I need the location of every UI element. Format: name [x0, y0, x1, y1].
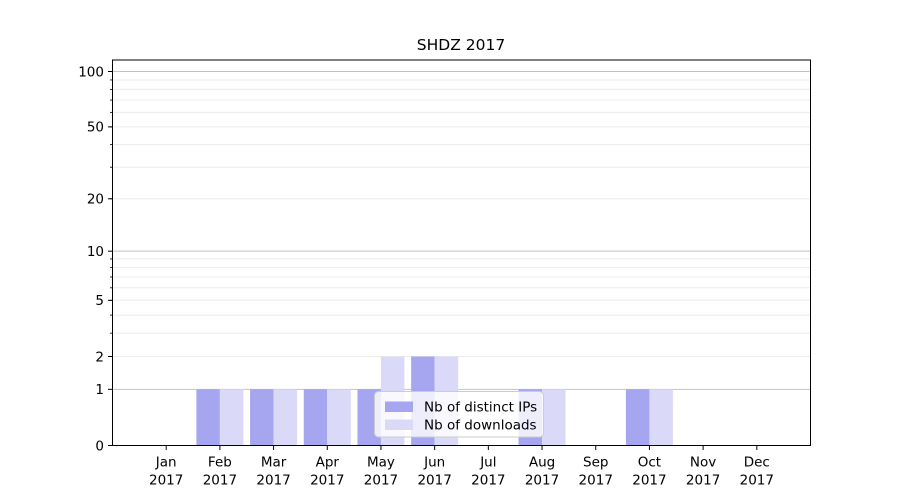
bar-distinct-ips-apr: [303, 389, 328, 446]
x-tick-label-year: 2017: [149, 473, 183, 489]
x-tick-label-month: Aug: [529, 455, 555, 471]
chart-title: SHDZ 2017: [416, 36, 506, 54]
x-tick-label-year: 2017: [203, 473, 237, 489]
legend-swatch-distinct-ips: [385, 401, 413, 412]
bar-distinct-ips-mar: [250, 389, 274, 446]
y-tick-label: 10: [87, 244, 104, 260]
y-tick-label: 100: [78, 64, 104, 80]
plot-border: [112, 59, 811, 446]
x-tick-label-year: 2017: [256, 473, 290, 489]
x-tick-label-month: Dec: [744, 455, 770, 471]
x-tick-label-year: 2017: [310, 473, 344, 489]
x-tick-label-month: Oct: [638, 455, 661, 471]
x-tick-label-month: Mar: [261, 455, 287, 471]
y-tick-label: 50: [87, 120, 104, 136]
y-tick-label: 2: [95, 349, 104, 365]
bar-distinct-ips-feb: [196, 389, 220, 446]
y-tick-label: 0: [95, 438, 104, 454]
x-tick-label-month: Feb: [208, 455, 232, 471]
x-tick-label-year: 2017: [525, 473, 559, 489]
x-tick-label-month: Jan: [155, 455, 177, 471]
x-tick-label-month: Jun: [423, 455, 445, 471]
bar-downloads-feb: [219, 389, 244, 446]
y-tick-label: 5: [95, 293, 104, 309]
y-tick-label: 1: [95, 382, 104, 398]
x-tick-label-month: Sep: [583, 455, 608, 471]
x-tick-label-year: 2017: [471, 473, 505, 489]
bar-downloads-mar: [273, 389, 298, 446]
x-tick-label-month: Jul: [479, 455, 496, 471]
bar-downloads-aug: [542, 389, 566, 446]
legend-label-downloads: Nb of downloads: [424, 418, 537, 434]
x-tick-label-year: 2017: [364, 473, 398, 489]
bar-distinct-ips-oct: [625, 389, 650, 446]
x-tick-label-year: 2017: [417, 473, 451, 489]
legend-box: [374, 391, 544, 438]
x-tick-label-month: Nov: [690, 455, 716, 471]
x-tick-label-year: 2017: [740, 473, 774, 489]
bar-downloads-oct: [649, 389, 673, 446]
x-tick-label-year: 2017: [632, 473, 666, 489]
x-tick-label-year: 2017: [579, 473, 613, 489]
x-tick-label-month: Apr: [316, 455, 340, 471]
legend-label-distinct-ips: Nb of distinct IPs: [424, 400, 537, 416]
bar-downloads-apr: [327, 389, 351, 446]
x-tick-label-year: 2017: [686, 473, 720, 489]
y-tick-label: 20: [87, 192, 104, 208]
legend-swatch-downloads: [385, 419, 413, 430]
x-tick-label-month: May: [367, 455, 395, 471]
